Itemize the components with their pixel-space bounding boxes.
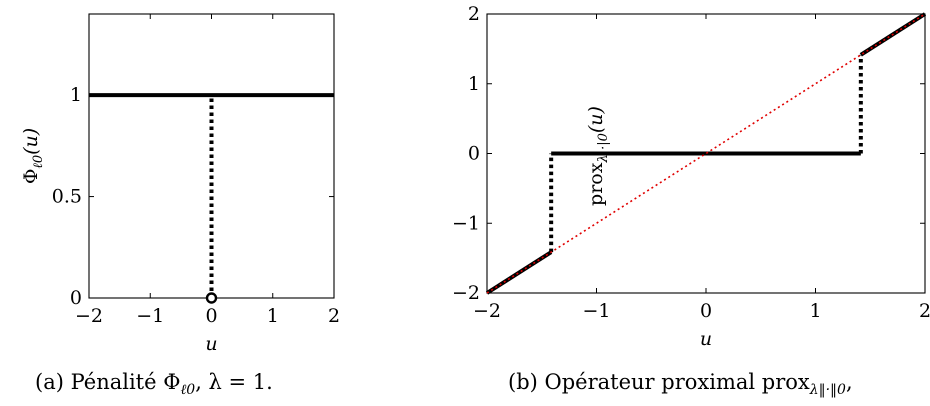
caption-a: (a) Pénalité Φℓ0, λ = 1.	[35, 370, 273, 399]
caption-a-suffix: , λ = 1.	[195, 370, 273, 394]
plot-b: −2 −1 0 1 2 −2 −1 0 1 2 u	[452, 3, 930, 350]
caption-b: (b) Opérateur proximal proxλ‖·‖0,	[508, 370, 853, 398]
plot-a-ytick-label: 0.5	[52, 186, 82, 208]
plot-a-xtick-label: −1	[136, 305, 164, 327]
plot-b-ytick-label: 1	[468, 73, 480, 95]
plot-b-xlabel: u	[700, 328, 712, 350]
plot-b-xtick-label: 0	[700, 300, 712, 322]
plot-b-ytick-label: 2	[468, 3, 480, 25]
plot-b-series-0-solid	[485, 250, 553, 295]
plot-a-xtick-label: 2	[328, 305, 340, 327]
plot-a-open-circle-marker	[205, 292, 218, 304]
plot-b-series-5-dotted	[486, 13, 926, 294]
caption-a-prefix: (a) Pénalité Φ	[35, 370, 181, 394]
plot-a-xtick-label: −2	[75, 305, 103, 327]
plot-b-xtick-label: −2	[473, 300, 501, 322]
plot-b-ytick-label: 0	[468, 143, 480, 165]
caption-b-prefix: (b) Opérateur proximal prox	[508, 370, 810, 394]
plot-b-ytick-label: −2	[452, 282, 480, 304]
caption-b-sub: λ‖·‖0	[809, 382, 846, 399]
caption-a-sub: ℓ0	[180, 382, 196, 399]
plot-a: −2 −1 0 1 2 0 0.5 1 u	[52, 14, 340, 355]
plot-a-xlabel: u	[205, 333, 217, 355]
plot-a-ytick-label: 1	[70, 84, 82, 106]
plot-a-ytick-label: 0	[70, 287, 82, 309]
plot-b-ytick-label: −1	[452, 212, 480, 234]
plot-a-xtick-label: 0	[205, 305, 217, 327]
plot-b-ylabel: proxλ|·|0(u)	[585, 106, 611, 206]
caption-b-suffix: ,	[845, 370, 853, 394]
plot-b-xtick-label: 2	[919, 300, 930, 322]
plot-b-xtick-label: 1	[809, 300, 821, 322]
plot-a-ylabel: Φℓ0(u)	[20, 128, 46, 184]
plot-a-xtick-label: 1	[267, 305, 279, 327]
plot-b-xtick-label: −1	[582, 300, 610, 322]
